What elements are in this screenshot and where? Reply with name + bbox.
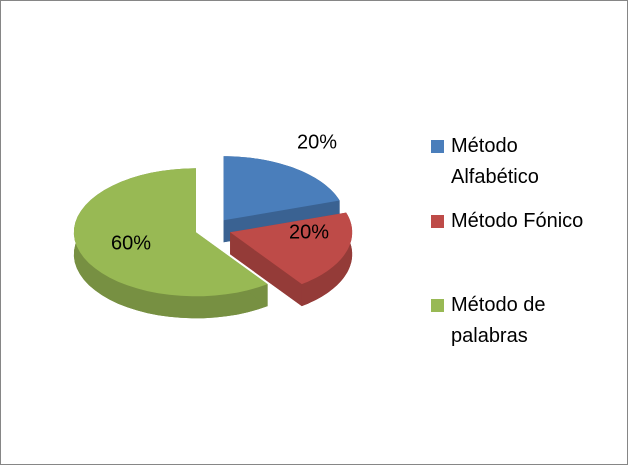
legend-swatch	[431, 215, 444, 228]
data-label: 20%	[289, 221, 329, 243]
legend-entry: Método Fónico	[431, 206, 599, 237]
legend-entry: Método Alfabético	[431, 131, 599, 193]
slice-side	[73, 168, 268, 319]
slice-side	[301, 212, 353, 307]
legend-swatch	[431, 299, 444, 312]
slice	[230, 212, 353, 285]
slice	[73, 168, 268, 297]
legend-swatch	[431, 140, 444, 153]
data-label: 20%	[297, 131, 337, 153]
slice	[223, 156, 340, 221]
legend-entry: Método de palabras	[431, 290, 599, 352]
legend-label: Método Alfabético	[451, 135, 539, 188]
legend-label: Método Fónico	[451, 210, 584, 232]
data-label: 60%	[111, 232, 151, 254]
legend-label: Método de palabras	[451, 294, 546, 347]
slice-side	[230, 232, 302, 307]
